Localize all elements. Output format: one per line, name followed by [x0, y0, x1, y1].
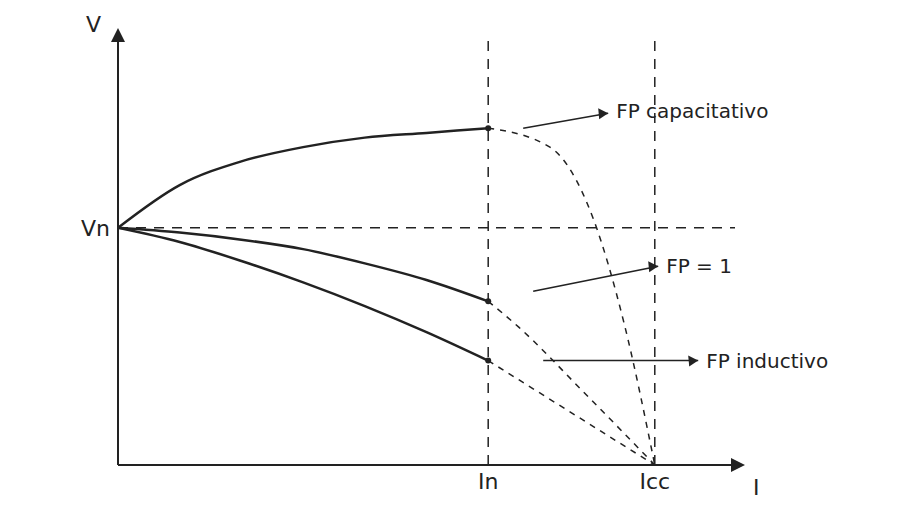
svg-text:FP = 1: FP = 1 — [666, 254, 732, 278]
svg-text:I: I — [753, 475, 760, 500]
svg-text:V: V — [86, 12, 101, 37]
svg-text:Vn: Vn — [81, 216, 110, 241]
svg-text:In: In — [478, 469, 498, 494]
svg-text:FP inductivo: FP inductivo — [706, 349, 828, 373]
svg-text:FP capacitativo: FP capacitativo — [616, 99, 768, 123]
svg-text:Icc: Icc — [639, 469, 670, 494]
